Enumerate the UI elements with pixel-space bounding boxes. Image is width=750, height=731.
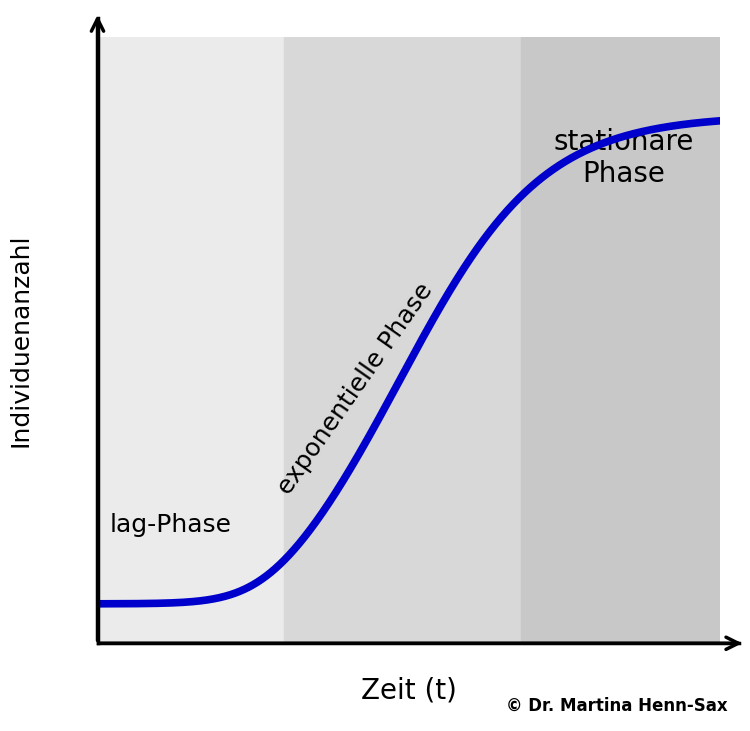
Bar <box>520 37 720 643</box>
Text: Zeit (t): Zeit (t) <box>361 677 457 705</box>
Text: Individuenanzahl: Individuenanzahl <box>9 233 33 447</box>
Bar <box>284 37 520 643</box>
Text: © Dr. Martina Henn-Sax: © Dr. Martina Henn-Sax <box>506 697 728 715</box>
Text: exponentielle Phase: exponentielle Phase <box>274 279 438 499</box>
Text: lag-Phase: lag-Phase <box>110 513 232 537</box>
Bar <box>98 37 284 643</box>
Text: stationäre
Phase: stationäre Phase <box>554 128 694 188</box>
